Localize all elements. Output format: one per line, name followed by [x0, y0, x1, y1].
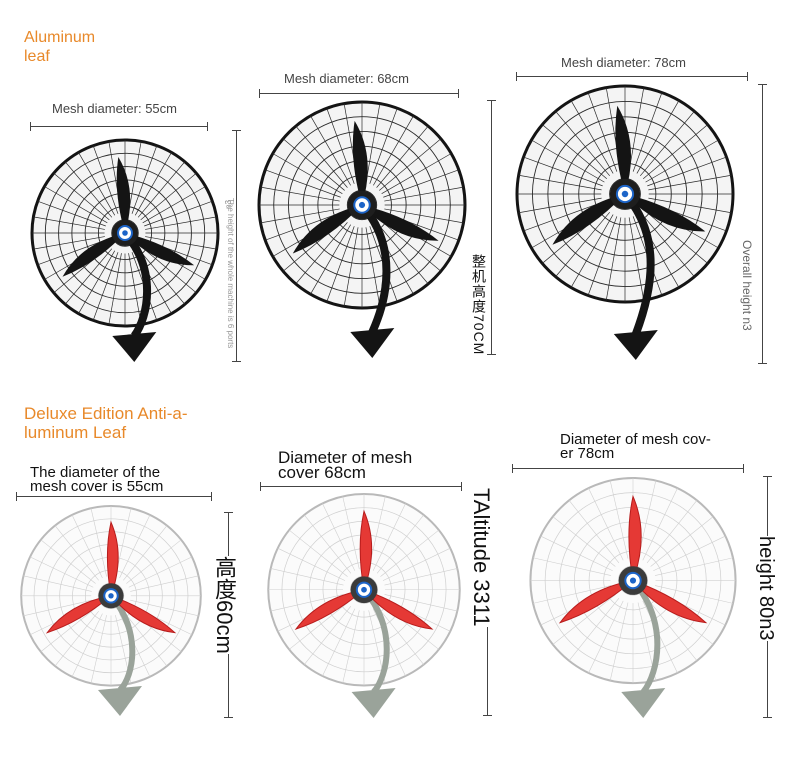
aluminum-title-line2: leaf: [24, 48, 50, 65]
wall-fan-white-red-icon: [267, 493, 461, 718]
mesh-cover-68-line1: Diameter of mesh: [278, 448, 413, 467]
wall-fan-black-icon: [30, 138, 220, 362]
deluxe-section-title: Deluxe Edition Anti-a- luminum Leaf: [24, 404, 187, 442]
mesh-cover-78-line2: er 78cm: [560, 445, 615, 462]
height-80-label: height 80n3: [754, 536, 777, 641]
wall-fan-black-icon: [257, 100, 467, 358]
wall-fan-white-red-icon: [529, 477, 737, 718]
height-68-label: 整机高度70CM: [471, 254, 487, 356]
deluxe-title-line2: luminum Leaf: [24, 423, 127, 442]
mesh-cover-55-line1: The diameter of the: [30, 464, 161, 481]
height-78-dimension-line: [758, 84, 767, 364]
mesh-cover-68-line2: cover 68cm: [278, 463, 366, 482]
mesh-cover-55-label: The diameter of the mesh cover is 55cm: [30, 464, 164, 495]
aluminum-section-title: Aluminum leaf: [24, 28, 95, 66]
mesh-cover-78-dimension-line: [512, 464, 744, 473]
aluminum-title-line1: Aluminum: [24, 29, 96, 46]
deluxe-title-line1: Deluxe Edition Anti-a-: [24, 404, 188, 423]
mesh-diameter-55-dimension-line: [30, 122, 208, 131]
mesh-cover-68-label: Diameter of mesh cover 68cm: [278, 448, 413, 482]
mesh-diameter-78-label: Mesh diameter: 78cm: [561, 55, 686, 70]
mesh-cover-78-line1: Diameter of mesh cov-: [560, 431, 711, 448]
mesh-diameter-68-dimension-line: [259, 89, 459, 98]
mesh-cover-55-dimension-line: [16, 492, 212, 501]
height-55-label: The height of the whole machine is 6 por…: [226, 198, 235, 349]
mesh-diameter-78-dimension-line: [516, 72, 748, 81]
height-68-dimension-line: [487, 100, 496, 355]
altitude-label: TAltitude 3311: [468, 488, 494, 627]
wall-fan-black-icon: [515, 84, 735, 360]
wall-fan-white-red-icon: [20, 505, 202, 716]
mesh-cover-55-line2: mesh cover is 55cm: [30, 478, 164, 495]
height-55-dimension-line: [232, 130, 241, 362]
mesh-diameter-68-label: Mesh diameter: 68cm: [284, 71, 409, 86]
mesh-cover-68-dimension-line: [260, 482, 462, 491]
height-60-label: 高度60cm: [208, 556, 240, 654]
mesh-cover-78-label: Diameter of mesh cov- er 78cm: [560, 431, 711, 462]
mesh-diameter-55-label: Mesh diameter: 55cm: [52, 101, 177, 116]
height-78-label: Overall height n3: [740, 240, 754, 331]
